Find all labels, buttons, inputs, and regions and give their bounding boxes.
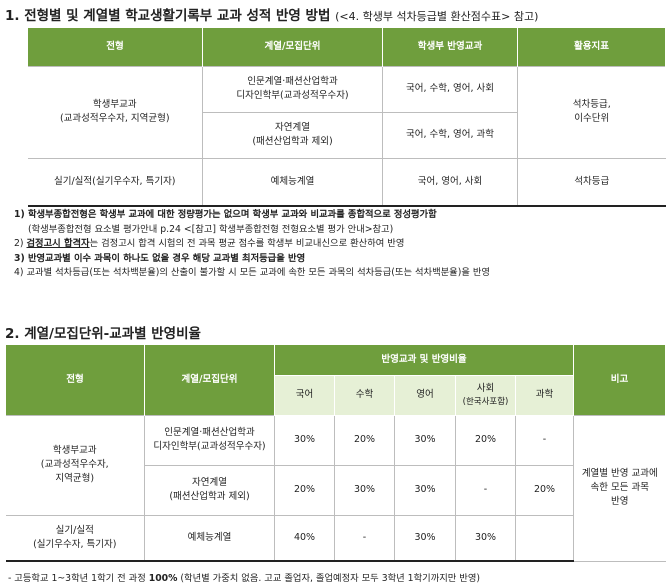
unit-cell: 인문계열·패션산업학과 디자인학부(교과성적우수자) bbox=[202, 65, 383, 113]
header-english: 영어 bbox=[394, 374, 456, 416]
ratio-korean: 30% bbox=[274, 414, 335, 466]
note-line: 계열별 반영 교과에 bbox=[581, 468, 658, 480]
unit-line: 인문계열·패션산업학과 bbox=[247, 76, 338, 88]
subjects-cell: 국어, 수학, 영어, 과학 bbox=[382, 111, 518, 159]
header-science: 과학 bbox=[514, 374, 575, 416]
unit-line: 디자인학부(교과성적우수자) bbox=[236, 90, 349, 101]
type-cell: 실기/실적 (실기우수자, 특기자) bbox=[5, 514, 145, 562]
header-unit: 계열/모집단위 bbox=[144, 345, 275, 415]
ratio-english: 30% bbox=[394, 514, 456, 562]
header-korean: 국어 bbox=[274, 374, 335, 416]
header-indicator: 활용지표 bbox=[517, 28, 666, 66]
ratio-social: 30% bbox=[455, 514, 516, 562]
indicator-line: 석차등급, bbox=[572, 99, 611, 111]
header-social-label: 사회 bbox=[476, 382, 495, 394]
subjects-cell: 국어, 수학, 영어, 사회 bbox=[382, 65, 518, 113]
section1-title-text: 1. 전형별 및 계열별 학교생활기록부 교과 성적 반영 방법 bbox=[5, 8, 331, 24]
type-main: 학생부교과 bbox=[52, 445, 97, 457]
table-row: 실기/실적 (실기우수자, 특기자) 예체능계열 40% - 30% 30% bbox=[5, 514, 666, 562]
unit-cell: 예체능계열 bbox=[144, 514, 275, 562]
table-row: 학생부교과 (교과성적우수자, 지역균형) 인문계열·패션산업학과 디자인학부(… bbox=[27, 65, 666, 159]
type-sub: (실기우수자, 특기자) bbox=[33, 538, 117, 550]
note-2: 2) 검정고시 합격자는 검정고시 합격 시험의 전 과목 평균 점수를 학생부… bbox=[14, 237, 490, 252]
type-sub: (실기우수자, 특기자) bbox=[92, 175, 176, 187]
ratio-english: 30% bbox=[394, 464, 456, 516]
indicator-cell: 석차등급, 이수단위 bbox=[517, 65, 666, 159]
unit-line: (패션산업학과 제외) bbox=[169, 491, 250, 502]
type-main: 실기/실적 bbox=[53, 175, 93, 187]
ratio-korean: 40% bbox=[274, 514, 335, 562]
footer-prefix: - 고등학교 1~3학년 1학기 전 과정 bbox=[8, 573, 149, 584]
section2-title: 2. 계열/모집단위-교과별 반영비율 bbox=[5, 326, 201, 342]
type-main: 실기/실적 bbox=[55, 524, 94, 536]
section1-subtitle: (<4. 학생부 석차등급별 환산점수표> 참고) bbox=[335, 10, 539, 23]
type-cell: 학생부교과 (교과성적우수자, 지역균형) bbox=[5, 414, 145, 516]
unit-cell: 자연계열 (패션산업학과 제외) bbox=[202, 111, 383, 159]
ratio-math: 30% bbox=[334, 464, 395, 516]
note-1: 1) 학생부종합전형은 학생부 교과에 대한 정량평가는 없으며 학생부 교과와… bbox=[14, 209, 437, 220]
header-unit: 계열/모집단위 bbox=[202, 28, 383, 66]
subjects-cell: 국어, 영어, 사회 bbox=[382, 157, 518, 207]
indicator-line: 이수단위 bbox=[574, 113, 610, 124]
footer-rest: (학년별 가중치 없음. 고교 졸업자, 졸업예정자 모두 3학년 1학기까지만… bbox=[177, 573, 481, 584]
table-row: 실기/실적(실기우수자, 특기자) 예체능계열 국어, 영어, 사회 석차등급 bbox=[27, 157, 666, 207]
note-1-sub: (학생부종합전형 요소별 평가안내 p.24 <[참고] 학생부종합전형 전형요… bbox=[28, 223, 394, 235]
unit-cell: 자연계열 (패션산업학과 제외) bbox=[144, 464, 275, 516]
header-type: 전형 bbox=[5, 345, 145, 415]
notes: 1) 학생부종합전형은 학생부 교과에 대한 정량평가는 없으며 학생부 교과와… bbox=[14, 208, 490, 281]
ratio-math: 20% bbox=[334, 414, 395, 466]
table-reflection-method: 전형 계열/모집단위 학생부 반영교과 활용지표 학생부교과 (교과성적우수자,… bbox=[27, 28, 666, 207]
table-reflection-ratio: 전형 계열/모집단위 반영교과 및 반영비율 비고 국어 수학 영어 사회 (한… bbox=[5, 345, 667, 562]
ratio-science: - bbox=[514, 414, 575, 466]
note-2-bold: 검정고시 합격자 bbox=[26, 238, 90, 250]
type-sub: 지역균형) bbox=[55, 472, 95, 484]
unit-line: 자연계열 bbox=[275, 122, 310, 134]
unit-line: 디자인학부(교과성적우수자) bbox=[153, 441, 266, 452]
note-line: 속한 모든 과목 bbox=[590, 482, 650, 494]
type-main: 학생부교과 bbox=[92, 99, 137, 111]
unit-line: 자연계열 bbox=[192, 477, 227, 489]
header-type: 전형 bbox=[27, 28, 203, 66]
note-2-rest: 는 검정고시 합격 시험의 전 과목 평균 점수를 학생부 비교내신으로 환산하… bbox=[89, 238, 405, 250]
ratio-science: 20% bbox=[514, 464, 574, 516]
type-sub: (교과성적우수자, 지역균형) bbox=[59, 113, 170, 124]
unit-line: 인문계열·패션산업학과 bbox=[164, 427, 255, 439]
table-row: 자연계열 (패션산업학과 제외) 20% 30% 30% - 20% bbox=[6, 464, 666, 516]
note-cell: 계열별 반영 교과에 속한 모든 과목 반영 bbox=[573, 414, 666, 562]
note-3: 3) 반영교과별 이수 과목이 하나도 없을 경우 해당 교과별 최저등급을 반… bbox=[14, 252, 306, 264]
ratio-social: 20% bbox=[455, 414, 516, 466]
unit-cell: 예체능계열 bbox=[202, 157, 383, 207]
header-social-sub: (한국사포함) bbox=[462, 396, 509, 407]
note-2-prefix: 2) bbox=[14, 238, 27, 250]
ratio-science bbox=[514, 514, 574, 562]
ratio-social: - bbox=[455, 464, 516, 516]
section1-title: 1. 전형별 및 계열별 학교생활기록부 교과 성적 반영 방법 (<4. 학생… bbox=[5, 4, 538, 24]
footer-note: - 고등학교 1~3학년 1학기 전 과정 100% (학년별 가중치 없음. … bbox=[8, 570, 480, 584]
type-sub: (교과성적우수자, bbox=[40, 459, 109, 471]
footer-bold: 100% bbox=[148, 573, 178, 584]
ratio-korean: 20% bbox=[274, 464, 335, 516]
unit-cell: 인문계열·패션산업학과 디자인학부(교과성적우수자) bbox=[144, 414, 275, 466]
header-social: 사회 (한국사포함) bbox=[455, 374, 516, 416]
type-cell: 실기/실적(실기우수자, 특기자) bbox=[27, 157, 203, 207]
note-line: 반영 bbox=[611, 495, 629, 507]
unit-line: (패션산업학과 제외) bbox=[252, 136, 333, 147]
table-row: 학생부교과 (교과성적우수자, 지역균형) 인문계열·패션산업학과 디자인학부(… bbox=[5, 414, 666, 562]
ratio-math: - bbox=[334, 514, 395, 562]
header-note: 비고 bbox=[573, 345, 667, 415]
header-group: 반영교과 및 반영비율 bbox=[273, 345, 575, 376]
type-cell: 학생부교과 (교과성적우수자, 지역균형) bbox=[27, 65, 203, 159]
ratio-english: 30% bbox=[394, 414, 456, 466]
note-4: 4) 교과별 석차등급(또는 석차백분율)의 산출이 불가할 시 모든 교과에 … bbox=[14, 267, 490, 279]
header-subjects: 학생부 반영교과 bbox=[382, 28, 518, 66]
header-math: 수학 bbox=[334, 374, 395, 416]
indicator-cell: 석차등급 bbox=[517, 157, 666, 207]
